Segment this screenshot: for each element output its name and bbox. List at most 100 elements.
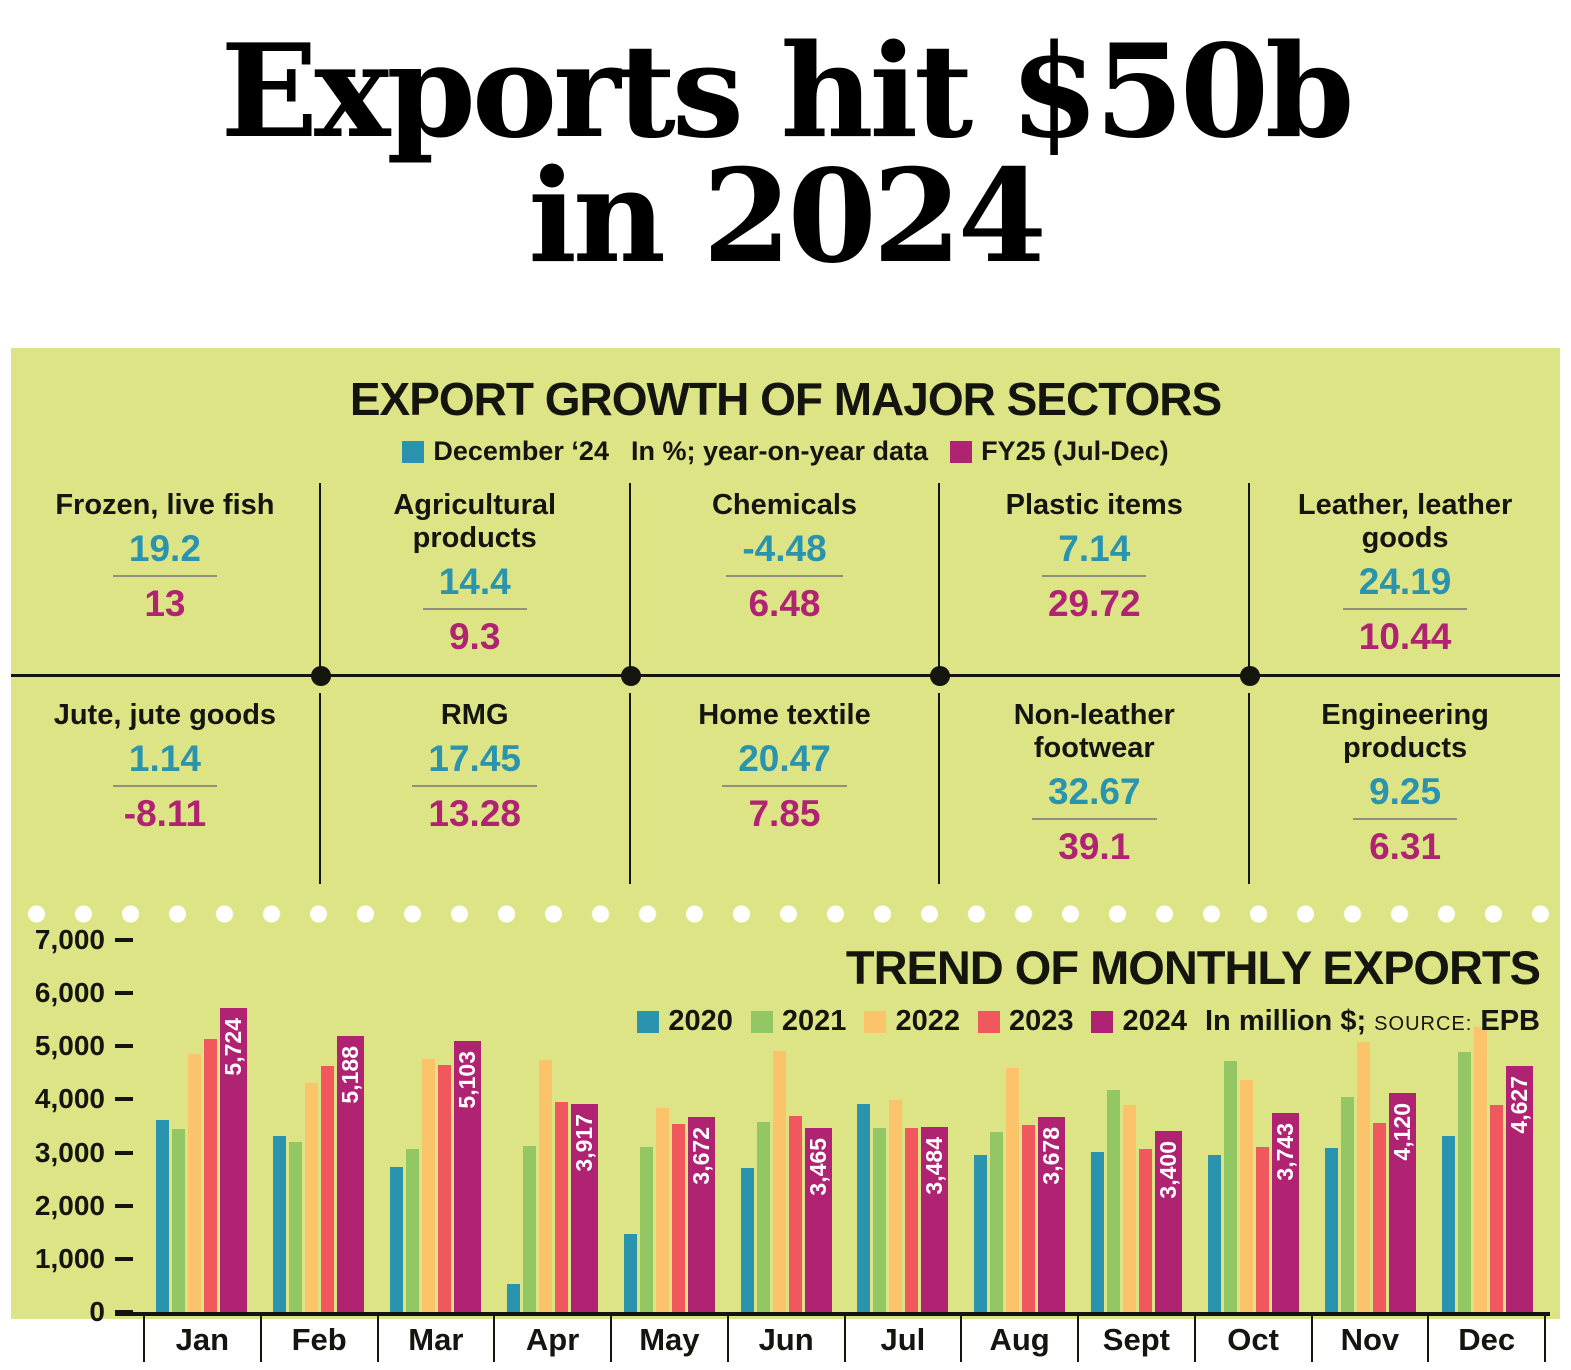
bar-2024-may: 3,672 [687,1117,715,1312]
bar-2022-jun [772,1051,786,1312]
sector-value-december: 19.2 [112,526,217,577]
sector-name: Leather, leather goods [1297,489,1513,554]
legend-note: In %; year-on-year data [630,436,929,466]
sector-name: Frozen, live fish [55,489,275,521]
y-axis-label-row: 4,000 [11,1083,133,1115]
bar-2022-apr [538,1060,552,1312]
y-axis-tick-mark [115,1310,133,1314]
bar-2024-jul: 3,484 [921,1127,949,1312]
bar-2023-apr [554,1102,568,1312]
headline: Exports hit $50b in 2024 [0,0,1571,348]
headline-line-2: in 2024 [528,142,1047,293]
legend-year-label: 2021 [781,1005,847,1037]
month-group-apr: 3,917 [494,940,611,1312]
bar-2023-nov [1373,1123,1387,1312]
bar-2021-dec [1458,1052,1472,1312]
bar-2022-nov [1357,1042,1371,1312]
y-axis-label-row: 0 [11,1296,133,1327]
chart-header: TREND OF MONTHLY EXPORTS 2020 2021 2022 202… [637,940,1541,1038]
x-axis-label-jan: Jan [143,1316,260,1362]
sector-value-december: 32.67 [1031,769,1157,820]
month-group-may: 3,672 [611,940,728,1312]
sector-cell: Plastic items 7.14 29.72 [940,483,1251,674]
x-axis-label-dec: Dec [1427,1316,1544,1362]
bar-2023-sept [1139,1149,1153,1312]
sector-value-fy25: -8.11 [123,793,207,834]
bar-2024-nov: 4,120 [1389,1093,1417,1312]
sector-cell: Non-leather footwear 32.67 39.1 [940,693,1251,884]
x-axis-label-may: May [610,1316,727,1362]
bar-2020-jan [155,1120,169,1312]
chart-legend: 2020 2021 2022 2023 2024 In million $; SOURC… [637,1005,1540,1038]
divider-dot [930,665,951,686]
divider-dot [310,665,331,686]
bar-2021-mar [405,1149,419,1312]
bar-2022-feb [304,1083,318,1312]
sector-value-fy25: 13 [144,583,186,624]
bar-2023-oct [1256,1147,1270,1312]
legend-item-fy25: FY25 (Jul-Dec) [950,436,1169,467]
y-axis-label-row: 2,000 [11,1190,133,1221]
sector-name: Jute, jute goods [53,699,277,731]
legend-swatch-teal [402,440,425,463]
chart-unit-note: In million $; SOURCE: EPB [1205,1005,1540,1038]
source-value: EPB [1480,1005,1540,1037]
bar-2024-sept: 3,400 [1155,1131,1183,1312]
x-axis-label-oct: Oct [1193,1316,1311,1362]
trend-chart-section: TREND OF MONTHLY EXPORTS 2020 2021 2022 202… [11,924,1560,1370]
bar-value-label: 3,917 [570,1114,597,1172]
month-group-oct: 3,743 [1195,940,1312,1312]
bar-2024-jun: 3,465 [804,1128,832,1312]
bar-2021-sept [1107,1090,1121,1312]
bar-2024-feb: 5,188 [336,1036,364,1312]
chart-title: TREND OF MONTHLY EXPORTS [845,941,1541,994]
divider-dot [1240,665,1261,686]
bar-2022-may [655,1108,669,1312]
legend-year-label: 2020 [668,1005,733,1037]
month-group-jan: 5,724 [143,940,260,1312]
sector-name: Plastic items [1005,489,1183,521]
bar-2022-oct [1240,1080,1254,1312]
sector-value-fy25: 10.44 [1358,616,1452,657]
y-axis-tick-mark [115,1203,133,1208]
y-axis-tick-label: 6,000 [34,977,105,1009]
bar-2024-dec: 4,627 [1506,1066,1534,1312]
x-axis-label-nov: Nov [1310,1316,1428,1362]
legend-item-december: December ‘24 [402,436,609,467]
legend-swatch [637,1010,660,1033]
y-axis-tick-mark [115,1097,133,1102]
legend-swatch [1091,1010,1114,1033]
sector-divider [11,665,1560,686]
bar-2022-aug [1006,1068,1020,1312]
y-axis-tick-label: 4,000 [34,1083,105,1115]
bar-2023-jul [905,1128,919,1312]
x-axis-label-mar: Mar [376,1316,494,1362]
y-axis-tick-label: 1,000 [34,1242,105,1274]
chart-legend-items: 2020 2021 2022 2023 2024 [637,1005,1187,1038]
x-axis-label-apr: Apr [493,1316,610,1362]
bar-2020-sept [1091,1152,1105,1312]
sectors-title: EXPORT GROWTH OF MAJOR SECTORS [349,373,1222,425]
sector-value-fy25: 13.28 [428,793,521,834]
bar-value-label: 4,627 [1506,1076,1533,1134]
bar-2021-aug [990,1132,1004,1312]
sector-cell: Agricultural products 14.4 9.3 [321,483,631,674]
bar-2020-jun [740,1168,754,1312]
y-axis-label-row: 7,000 [11,924,133,955]
legend-label-fy25: FY25 (Jul-Dec) [981,436,1169,466]
sector-name: RMG [440,699,509,731]
sector-cell: Chemicals -4.48 6.48 [631,483,941,674]
plot-area: 5,724 5,188 5,103 3,917 3,672 3,465 3,484 3,678… [143,940,1546,1312]
sector-cell: Engineering products 9.25 6.31 [1250,693,1560,884]
month-group-aug: 3,678 [961,940,1078,1312]
legend-year-label: 2022 [895,1005,960,1037]
bar-2024-oct: 3,743 [1272,1113,1300,1312]
sector-cell: Home textile 20.47 7.85 [631,693,941,884]
month-group-jun: 3,465 [728,940,845,1312]
bar-value-label: 3,465 [804,1138,831,1196]
bar-2021-jan [171,1129,185,1312]
legend-swatch-magenta [950,440,973,463]
bar-2024-apr: 3,917 [570,1104,598,1312]
bar-2024-mar: 5,103 [453,1041,481,1312]
